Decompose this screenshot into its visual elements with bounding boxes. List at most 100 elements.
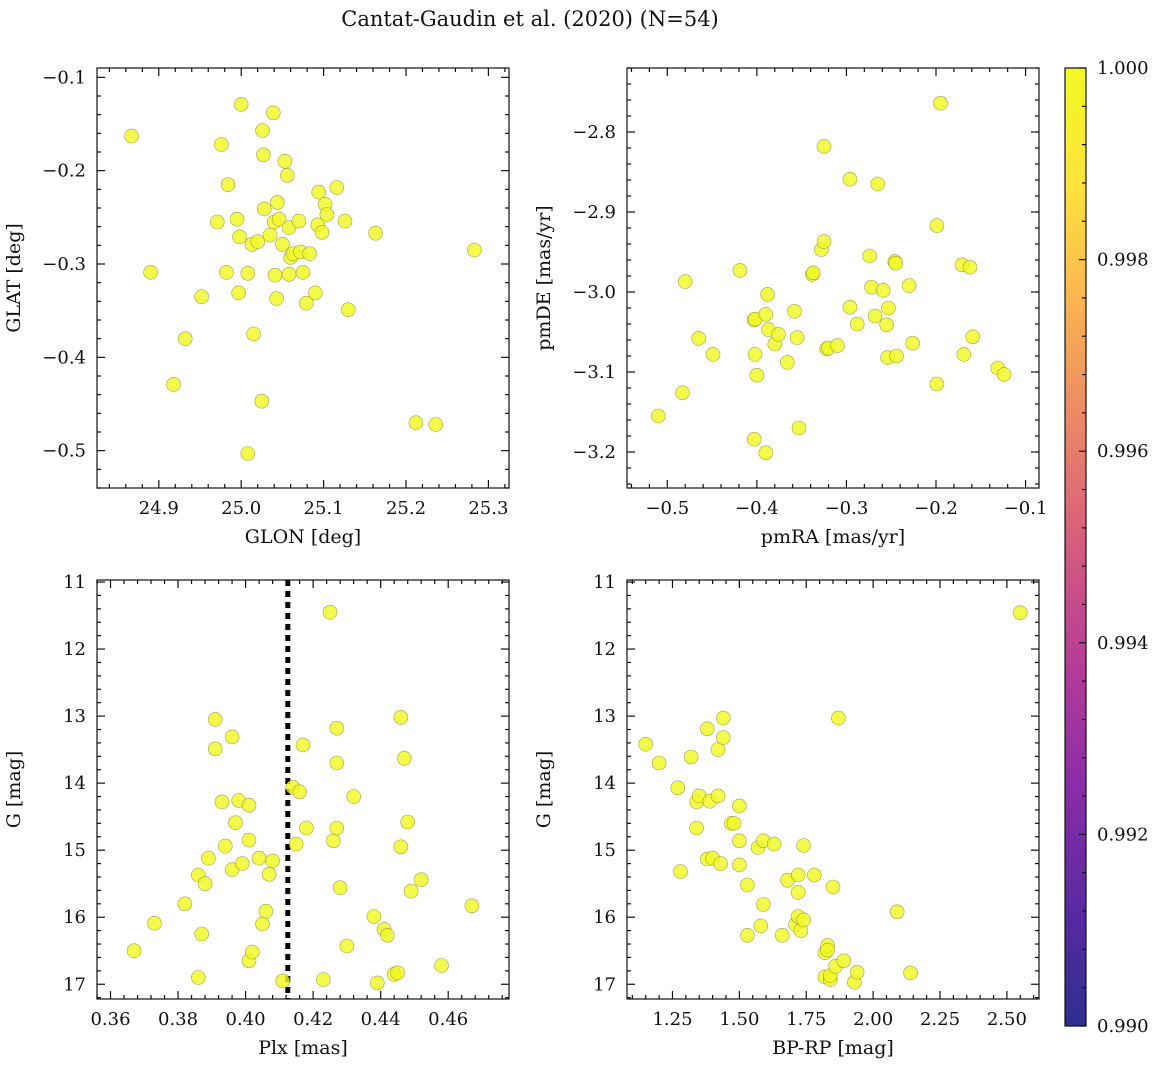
data-point [143, 265, 158, 280]
y-axis-label: G [mag] [3, 751, 25, 829]
y-tick-label: 14 [63, 773, 86, 794]
y-tick-label: −0.4 [42, 347, 86, 368]
y-tick-label: −3.1 [572, 362, 616, 383]
colorbar-tick-label: 1.000 [1097, 58, 1149, 79]
x-tick-label: 2.25 [920, 1009, 960, 1030]
data-point [314, 225, 330, 240]
data-point [299, 820, 314, 836]
data-point [929, 218, 945, 233]
x-tick-label: 0.38 [158, 1009, 198, 1030]
data-point [281, 266, 297, 282]
x-axis-label: pmRA [mas/yr] [761, 526, 905, 548]
data-point [270, 195, 285, 210]
data-point [265, 853, 280, 869]
data-point [271, 211, 287, 227]
x-tick-label: 1.75 [786, 1009, 826, 1030]
data-point [124, 128, 139, 144]
data-point [732, 263, 748, 278]
scatter-panel-1: 24.9 25.0 25.1 25.2 25.3 −0.5 −0.4 −0.3 −0.2 −0.1… [3, 67, 510, 548]
data-point [232, 229, 247, 245]
data-point [710, 788, 726, 804]
data-point [288, 836, 304, 852]
data-point [849, 964, 865, 980]
data-point [240, 265, 256, 281]
data-point [194, 926, 209, 942]
data-point [749, 367, 765, 383]
x-tick-label: 0.46 [428, 1009, 468, 1030]
data-point [393, 710, 409, 725]
y-tick-label: 16 [63, 907, 86, 928]
x-tick-label: 25.0 [221, 498, 261, 519]
data-point [787, 303, 802, 319]
data-point [428, 417, 444, 432]
data-point [207, 712, 223, 727]
plot-frame [96, 579, 510, 1000]
data-point [396, 750, 412, 766]
data-point [710, 742, 726, 757]
data-point [830, 338, 845, 353]
data-point [269, 291, 284, 306]
data-point [905, 335, 921, 351]
x-axis-label: Plx [mas] [258, 1037, 348, 1059]
data-point [332, 880, 348, 896]
data-point [889, 348, 904, 364]
data-point [197, 876, 213, 892]
data-point [308, 285, 323, 301]
data-point [413, 872, 429, 888]
data-point [177, 896, 193, 912]
y-tick-label: 17 [593, 974, 616, 995]
data-point [820, 942, 835, 958]
data-point [956, 347, 972, 362]
data-point [766, 836, 782, 852]
data-point [194, 289, 209, 305]
data-point [638, 736, 654, 752]
data-point [201, 850, 216, 866]
x-tick-label: 24.9 [139, 498, 179, 519]
x-tick-label: 0.36 [90, 1009, 130, 1030]
data-point [888, 255, 904, 271]
x-tick-label: 0.44 [361, 1009, 401, 1030]
data-point [816, 139, 832, 154]
y-tick-label: 13 [593, 706, 616, 727]
data-point [295, 737, 311, 753]
data-point [403, 883, 419, 899]
x-tick-label: 0.42 [293, 1009, 333, 1030]
x-tick-label: −0.2 [914, 498, 958, 519]
data-point [228, 815, 243, 831]
data-point [965, 329, 981, 345]
y-axis-label: GLAT [deg] [3, 223, 25, 333]
colorbar-frame [1064, 67, 1087, 1027]
data-point [779, 355, 795, 370]
colorbar-gradient [1065, 68, 1086, 1026]
y-tick-label: 15 [593, 840, 616, 861]
y-axis-label: pmDE [mas/yr] [533, 205, 555, 350]
data-point [210, 214, 225, 230]
data-point [340, 302, 356, 318]
data-point [796, 838, 811, 853]
data-point [214, 794, 230, 810]
y-tick-label: −2.8 [572, 122, 616, 143]
data-point [246, 326, 261, 342]
x-axis-label: BP-RP [mag] [772, 1037, 894, 1059]
data-point [691, 331, 707, 346]
data-point [256, 147, 271, 163]
data-point [254, 393, 270, 409]
x-tick-label: −0.3 [825, 498, 869, 519]
data-point [311, 184, 327, 200]
data-point [836, 953, 852, 969]
data-point [434, 958, 449, 973]
data-point [732, 857, 747, 873]
data-point [790, 885, 806, 900]
x-tick-label: −0.4 [735, 498, 779, 519]
data-point [319, 207, 335, 222]
data-point [326, 833, 341, 849]
data-point [683, 749, 699, 765]
data-point [279, 168, 295, 183]
colorbar-tick-label: 0.998 [1097, 250, 1149, 271]
data-point [464, 898, 480, 914]
data-point [747, 347, 763, 362]
data-point [337, 213, 353, 229]
data-point [796, 912, 811, 928]
data-point [740, 927, 755, 943]
data-point [732, 798, 747, 814]
